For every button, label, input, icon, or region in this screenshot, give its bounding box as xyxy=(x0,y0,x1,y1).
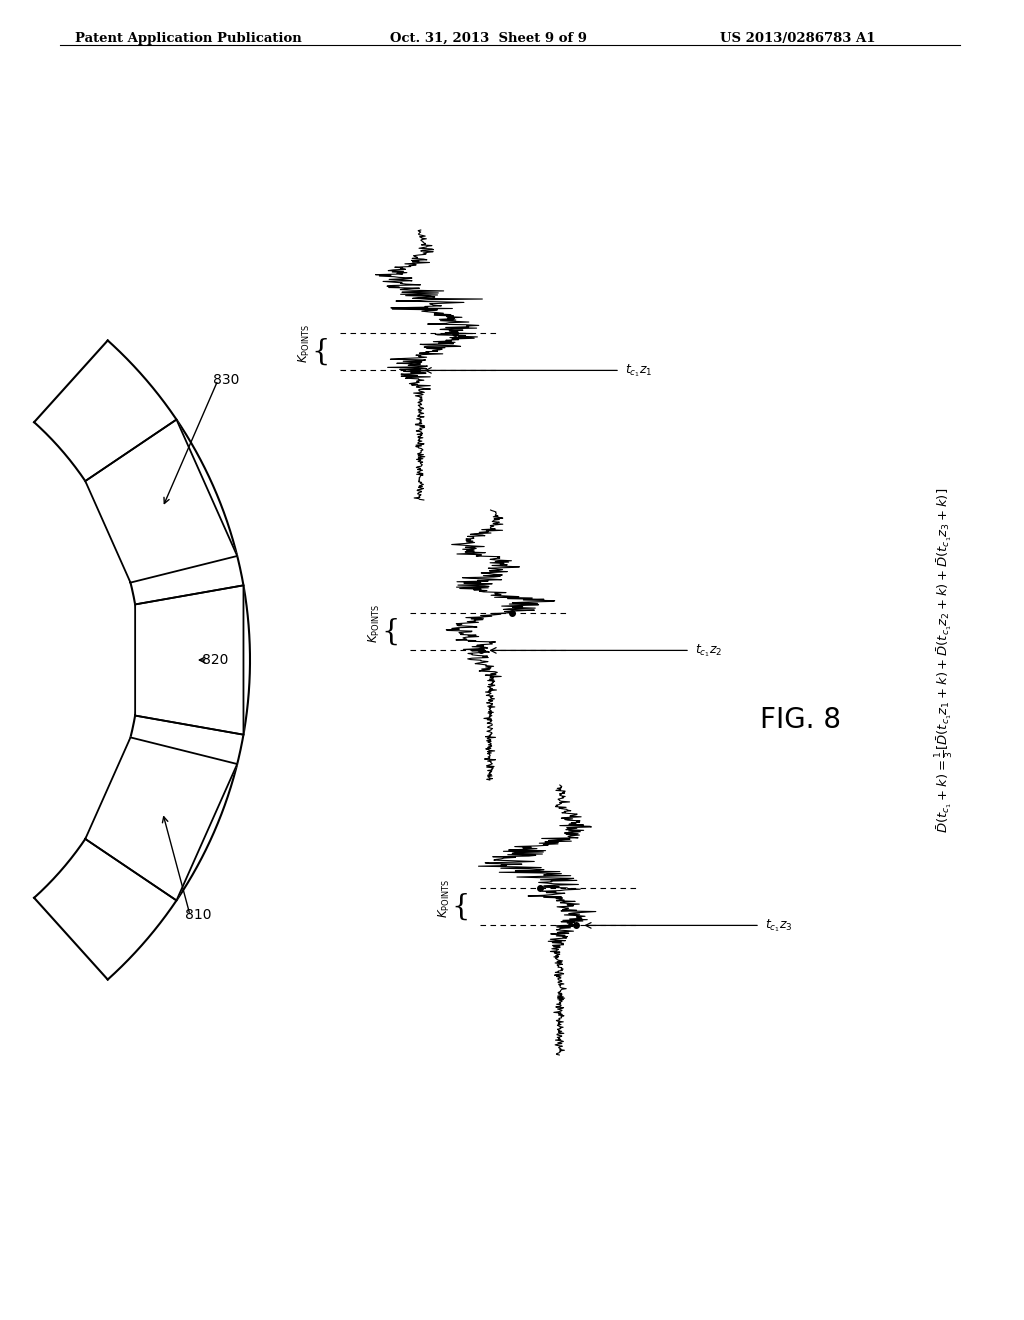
Text: $t_{c_1}z_1$: $t_{c_1}z_1$ xyxy=(625,362,652,379)
Text: {: { xyxy=(311,338,330,366)
Text: {: { xyxy=(452,892,470,920)
Text: {: { xyxy=(382,618,400,645)
Text: $\bar{D}(t_{c_1}+k)=\frac{1}{3}[\bar{D}(t_{c_1}z_1+k)+\bar{D}(t_{c_1}z_2+k)+\bar: $\bar{D}(t_{c_1}+k)=\frac{1}{3}[\bar{D}(… xyxy=(934,487,956,833)
Text: Patent Application Publication: Patent Application Publication xyxy=(75,32,302,45)
Text: 810: 810 xyxy=(185,908,212,921)
Text: US 2013/0286783 A1: US 2013/0286783 A1 xyxy=(720,32,876,45)
Text: $K_{\mathrm{POINTS}}$: $K_{\mathrm{POINTS}}$ xyxy=(437,879,452,919)
Text: FIG. 8: FIG. 8 xyxy=(760,706,841,734)
Text: $K_{\mathrm{POINTS}}$: $K_{\mathrm{POINTS}}$ xyxy=(297,323,312,363)
Polygon shape xyxy=(85,738,238,900)
Text: $K_{\mathrm{POINTS}}$: $K_{\mathrm{POINTS}}$ xyxy=(367,603,382,643)
Text: 830: 830 xyxy=(213,374,240,387)
Text: 820: 820 xyxy=(202,653,228,667)
Polygon shape xyxy=(85,420,238,582)
Text: $t_{c_1}z_2$: $t_{c_1}z_2$ xyxy=(695,642,722,659)
Polygon shape xyxy=(135,585,244,735)
Text: $t_{c_1}z_3$: $t_{c_1}z_3$ xyxy=(765,917,793,933)
Text: Oct. 31, 2013  Sheet 9 of 9: Oct. 31, 2013 Sheet 9 of 9 xyxy=(390,32,587,45)
